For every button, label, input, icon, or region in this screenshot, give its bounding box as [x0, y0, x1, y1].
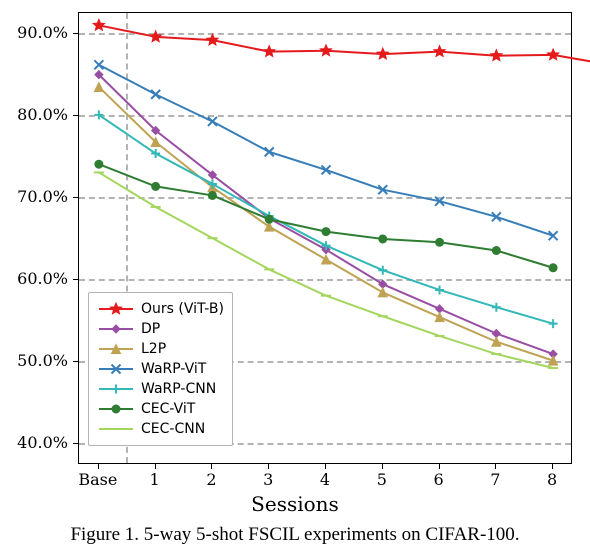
legend-item: Ours (ViT-B)	[97, 299, 224, 319]
x-tick-label: Base	[78, 470, 117, 489]
legend-label: Ours (ViT-B)	[141, 301, 224, 317]
legend-swatch	[97, 380, 135, 398]
legend-item: CEC-CNN	[97, 419, 224, 439]
series-ours-vit-b-	[93, 19, 590, 69]
x-tick-mark	[495, 464, 496, 469]
legend-swatch	[97, 320, 135, 338]
y-tick-mark	[73, 115, 78, 116]
x-tick-label: 7	[490, 470, 500, 489]
x-tick-mark	[382, 464, 383, 469]
x-tick-label: 6	[433, 470, 443, 489]
y-tick-label: 70.0%	[8, 187, 68, 206]
legend-label: WaRP-ViT	[141, 361, 206, 377]
x-tick-mark	[439, 464, 440, 469]
figure-container: Sessions Figure 1. 5-way 5-shot FSCIL ex…	[0, 0, 590, 552]
legend-item: L2P	[97, 339, 224, 359]
y-tick-label: 80.0%	[8, 105, 68, 124]
x-tick-label: 4	[320, 470, 330, 489]
legend-item: DP	[97, 319, 224, 339]
x-tick-mark	[552, 464, 553, 469]
x-tick-mark	[268, 464, 269, 469]
x-tick-label: 1	[150, 470, 160, 489]
series-warp-vit	[94, 60, 557, 240]
x-tick-label: 2	[206, 470, 216, 489]
y-tick-label: 50.0%	[8, 351, 68, 370]
x-tick-mark	[325, 464, 326, 469]
y-tick-mark	[73, 197, 78, 198]
y-tick-label: 90.0%	[8, 23, 68, 42]
legend-swatch	[97, 420, 135, 438]
legend-item: WaRP-CNN	[97, 379, 224, 399]
legend-swatch	[97, 300, 135, 318]
y-tick-label: 40.0%	[8, 433, 68, 452]
legend-box: Ours (ViT-B) DP L2P WaRP-ViT WaRP-CNN CEC-ViT…	[88, 292, 233, 446]
x-tick-mark	[211, 464, 212, 469]
y-tick-label: 60.0%	[8, 269, 68, 288]
x-tick-label: 3	[263, 470, 273, 489]
legend-swatch	[97, 340, 135, 358]
x-tick-label: 5	[377, 470, 387, 489]
y-tick-mark	[73, 361, 78, 362]
legend-label: L2P	[141, 341, 166, 357]
x-axis-label: Sessions	[0, 492, 590, 516]
x-tick-mark	[155, 464, 156, 469]
legend-label: CEC-ViT	[141, 401, 195, 417]
legend-swatch	[97, 400, 135, 418]
y-tick-mark	[73, 443, 78, 444]
y-tick-mark	[73, 279, 78, 280]
legend-label: CEC-CNN	[141, 421, 205, 437]
figure-caption: Figure 1. 5-way 5-shot FSCIL experiments…	[0, 524, 590, 546]
x-tick-label: 8	[547, 470, 557, 489]
legend-label: WaRP-CNN	[141, 381, 216, 397]
legend-swatch	[97, 360, 135, 378]
legend-item: WaRP-ViT	[97, 359, 224, 379]
x-tick-mark	[98, 464, 99, 469]
y-tick-mark	[73, 33, 78, 34]
legend-label: DP	[141, 321, 160, 337]
legend-item: CEC-ViT	[97, 399, 224, 419]
